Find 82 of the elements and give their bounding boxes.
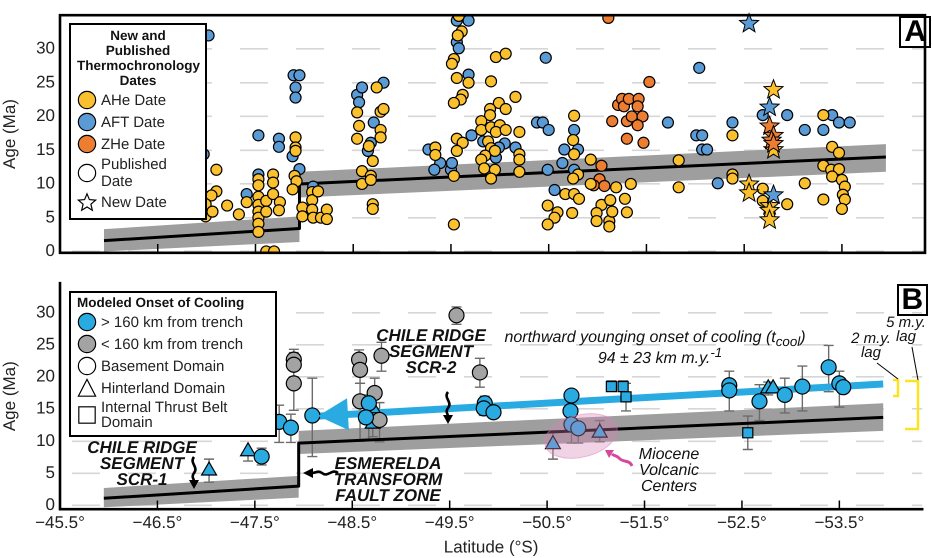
x-tick-label: −53.5°: [814, 513, 864, 532]
y-tick-label: 5: [46, 207, 55, 226]
point: [360, 395, 377, 412]
point: [358, 409, 374, 426]
point: [595, 160, 608, 172]
x-tick-label: −48.5°: [327, 513, 378, 532]
annotation: CHILE RIDGE SEGMENT SCR-2: [376, 326, 486, 377]
point: [776, 386, 793, 404]
point: [794, 378, 810, 395]
point: [760, 96, 780, 116]
point: [739, 13, 760, 32]
point: [371, 412, 388, 428]
point: [620, 391, 632, 402]
x-tick-label: −51.5°: [620, 513, 670, 532]
annotation: 94 ± 23 km m.y.$^{-1}$: [598, 344, 722, 368]
annotation: Internal Thrust Belt Domain: [101, 399, 228, 432]
point: [606, 115, 618, 128]
point: [637, 136, 650, 149]
legend-label: AHe Date: [101, 92, 166, 109]
x-tick-label: −52.5°: [717, 513, 767, 532]
annotation: Basement Domain: [101, 358, 224, 375]
point: [820, 359, 837, 376]
x-axis-title: Latitude (°S): [444, 537, 538, 556]
point: [620, 132, 633, 145]
y-tick-label: 10: [36, 430, 55, 450]
y-tick-label: 30: [36, 38, 55, 58]
point: [636, 110, 649, 123]
y-axis-title: Age (Ma): [0, 361, 19, 432]
y-tick-label: 30: [36, 302, 55, 322]
annotation: Published Date: [101, 156, 168, 190]
x-tick-label: −49.5°: [424, 513, 475, 532]
point: [352, 362, 368, 378]
y-tick-label: 0: [46, 241, 55, 260]
annotation: New Date: [101, 194, 167, 211]
point: [286, 375, 302, 392]
legend-label: < 160 km from trench: [101, 336, 244, 353]
annotation: ESMERELDA TRANSFORM FAULT ZONE: [334, 454, 442, 505]
y-tick-label: 5: [46, 462, 55, 482]
legend-label: ZHe Date: [101, 136, 166, 153]
annotation: B: [896, 283, 928, 316]
y-tick-label: 15: [36, 398, 55, 418]
annotation: Hinterland Domain: [101, 380, 226, 397]
point: [598, 180, 611, 192]
point: [472, 364, 488, 381]
point: [632, 100, 644, 112]
legend-title: Modeled Onset of Cooling: [77, 295, 246, 310]
legend-label: > 160 km from trench: [101, 314, 244, 331]
point: [563, 387, 580, 404]
x-tick-label: −46.5°: [132, 513, 182, 532]
point: [721, 382, 738, 399]
x-tick-label: −50.5°: [522, 513, 572, 532]
x-tick-label: −47.5°: [230, 513, 280, 532]
point: [632, 119, 644, 132]
point: [760, 210, 780, 229]
point: [763, 184, 784, 204]
legend-title: New and Published Thermochronology Dates: [77, 28, 200, 88]
point: [643, 76, 656, 88]
y-tick-label: 20: [36, 106, 55, 126]
point: [742, 427, 754, 438]
point: [562, 402, 579, 420]
point: [282, 420, 299, 436]
y-axis-title: Age (Ma): [0, 99, 19, 169]
annotation: CHILE RIDGE SEGMENT SCR-1: [87, 438, 197, 489]
point: [739, 182, 760, 202]
legend-label: AFT Date: [101, 114, 165, 131]
point: [835, 379, 852, 396]
point: [485, 404, 502, 420]
y-tick-label: 0: [46, 495, 55, 514]
y-tick-label: 10: [36, 174, 55, 193]
y-tick-label: 25: [36, 72, 55, 92]
point: [763, 133, 784, 152]
y-tick-label: 20: [36, 366, 55, 386]
y-tick-label: 15: [36, 140, 55, 159]
x-tick-label: −45.5°: [35, 513, 85, 532]
point: [448, 307, 465, 324]
point: [373, 348, 390, 364]
annotation: Miocene Volcanic Centers: [638, 446, 700, 495]
point: [763, 79, 784, 98]
point: [751, 393, 768, 410]
point: [304, 407, 320, 424]
point: [570, 420, 586, 436]
y-tick-label: 25: [36, 334, 55, 354]
